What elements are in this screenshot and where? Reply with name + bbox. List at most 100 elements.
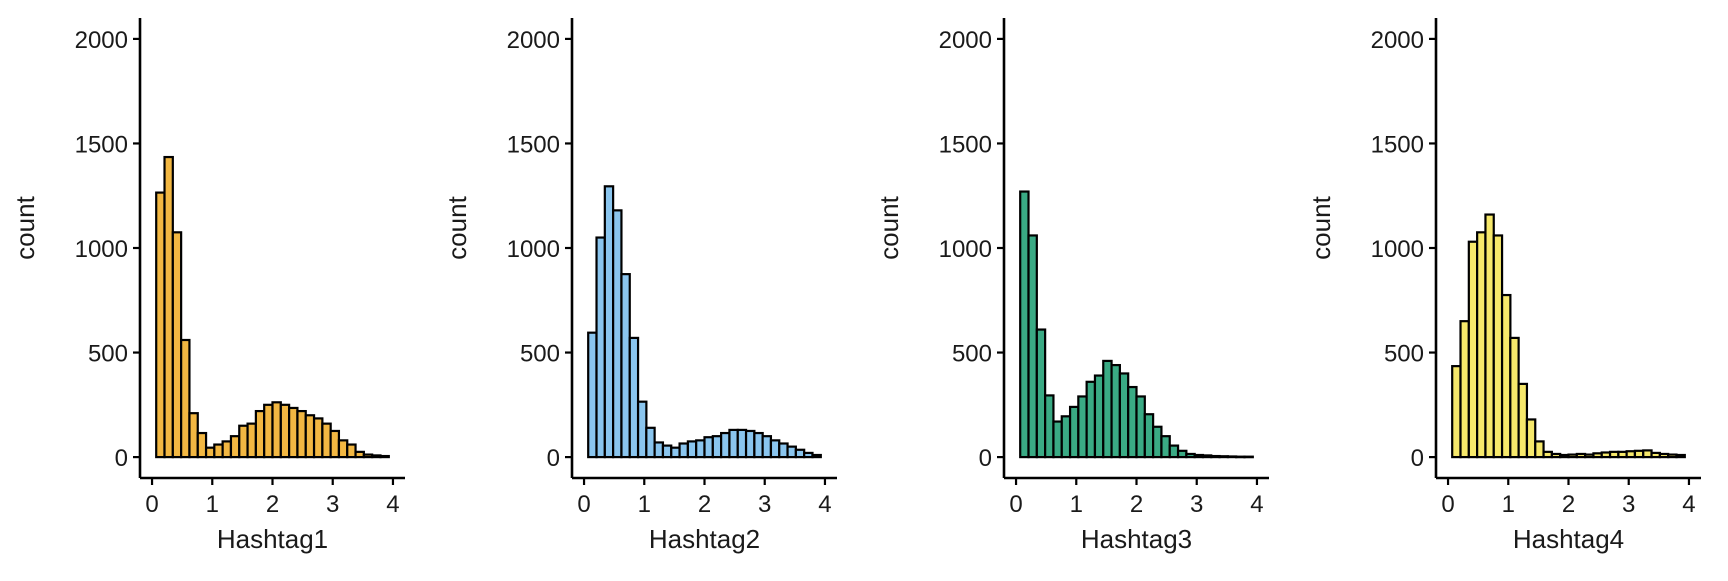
histogram-bar bbox=[346, 443, 357, 459]
histogram-bar bbox=[612, 209, 623, 459]
histogram-bar bbox=[794, 448, 806, 459]
histogram-bar bbox=[1550, 452, 1562, 459]
histogram-bar bbox=[221, 440, 233, 459]
y-tick-label: 1000 bbox=[1371, 236, 1424, 263]
x-tick-label: 1 bbox=[1502, 491, 1515, 518]
histogram-bar bbox=[1600, 451, 1612, 459]
histogram-bar bbox=[1176, 449, 1188, 459]
histogram-bar bbox=[1476, 231, 1487, 459]
histogram-bar bbox=[620, 273, 631, 459]
x-tick-label: 4 bbox=[1250, 491, 1263, 518]
histogram-bar bbox=[728, 428, 739, 459]
histogram-bar bbox=[229, 435, 241, 459]
histogram-bar bbox=[163, 155, 174, 459]
histogram-bar bbox=[1467, 240, 1479, 459]
histogram-bar bbox=[1492, 234, 1504, 459]
histogram-bar bbox=[1642, 449, 1653, 459]
histogram-bar bbox=[678, 442, 689, 459]
histogram-bar bbox=[811, 453, 822, 459]
histogram-bar bbox=[1052, 420, 1063, 459]
histogram-bar bbox=[1077, 395, 1088, 459]
histogram-bar bbox=[1085, 380, 1097, 459]
histogram-bar bbox=[628, 336, 640, 459]
histogram-bar bbox=[171, 231, 183, 459]
histogram-bar bbox=[653, 441, 665, 459]
histogram-bar bbox=[686, 440, 698, 459]
histogram-bar bbox=[1592, 452, 1603, 459]
x-tick-label: 4 bbox=[818, 491, 831, 518]
histogram-bar bbox=[379, 454, 390, 459]
histogram-bar bbox=[1534, 440, 1545, 459]
histogram-bar bbox=[1110, 363, 1121, 459]
panel-1: 0 500 1000 1500 2000 0 1 2 3 4 Hashtag1 count bbox=[10, 18, 405, 554]
y-tick-label: 1500 bbox=[75, 131, 128, 158]
histogram-bar bbox=[1143, 413, 1155, 459]
y-tick-label: 1000 bbox=[75, 236, 128, 263]
histogram-bar bbox=[803, 451, 814, 459]
histogram-bar bbox=[238, 424, 249, 459]
histogram-bar bbox=[196, 431, 208, 459]
histogram-bar bbox=[304, 414, 316, 459]
histogram-bar bbox=[1068, 405, 1080, 459]
y-tick-label: 1000 bbox=[507, 236, 560, 263]
x-tick-label: 2 bbox=[266, 491, 279, 518]
histogram-bar bbox=[337, 439, 349, 459]
histogram-bar bbox=[1500, 293, 1512, 459]
panel-3: 0 500 1000 1500 2000 0 1 2 3 4 Hashtag3 count bbox=[874, 18, 1269, 554]
histogram-bar bbox=[1658, 452, 1670, 459]
x-tick-label: 0 bbox=[1441, 491, 1454, 518]
histogram-bar bbox=[1160, 435, 1171, 459]
x-axis-title: Hashtag2 bbox=[649, 524, 760, 554]
histogram-bar bbox=[279, 403, 291, 459]
y-tick-label: 500 bbox=[520, 341, 560, 368]
histogram-bar bbox=[1650, 451, 1661, 459]
histogram-bar bbox=[271, 401, 282, 459]
histogram-bar bbox=[371, 454, 382, 459]
histogram-bar bbox=[1567, 453, 1578, 459]
histogram-bar bbox=[1218, 455, 1229, 459]
y-axis-title: count bbox=[442, 195, 472, 259]
y-axis-title: count bbox=[10, 195, 40, 259]
histogram-bar bbox=[213, 443, 224, 459]
y-tick-label: 0 bbox=[115, 445, 128, 472]
x-tick-label: 2 bbox=[1130, 491, 1143, 518]
x-tick-label: 3 bbox=[326, 491, 339, 518]
histogram-bar bbox=[1451, 365, 1462, 459]
x-tick-label: 0 bbox=[577, 491, 590, 518]
y-tick-label: 0 bbox=[1411, 445, 1424, 472]
x-tick-label: 4 bbox=[1682, 491, 1695, 518]
y-tick-label: 0 bbox=[979, 445, 992, 472]
histogram-bar bbox=[1185, 452, 1196, 459]
x-tick-label: 4 bbox=[386, 491, 399, 518]
histogram-bar bbox=[711, 435, 723, 459]
histogram-bar bbox=[321, 422, 332, 459]
histogram-bar bbox=[695, 439, 706, 459]
histogram-bar bbox=[1226, 455, 1238, 459]
histogram-bar bbox=[1667, 453, 1678, 459]
x-tick-label: 0 bbox=[145, 491, 158, 518]
histogram-bar bbox=[670, 446, 681, 459]
y-tick-label: 500 bbox=[1384, 341, 1424, 368]
x-tick-label: 2 bbox=[1562, 491, 1575, 518]
x-axis-title: Hashtag1 bbox=[217, 524, 328, 554]
histogram-bar bbox=[1019, 190, 1030, 459]
histogram-bar bbox=[263, 403, 274, 459]
y-tick-label: 1500 bbox=[1371, 131, 1424, 158]
histogram-bar bbox=[1625, 450, 1637, 459]
histogram-bar bbox=[1517, 382, 1529, 459]
histogram-bar bbox=[595, 236, 606, 459]
histogram-bar bbox=[778, 442, 789, 459]
y-tick-label: 2000 bbox=[507, 27, 560, 54]
histogram-bar bbox=[354, 450, 365, 459]
histogram-bar bbox=[603, 185, 615, 459]
histogram-bar bbox=[1633, 449, 1645, 459]
y-tick-label: 2000 bbox=[939, 27, 992, 54]
histogram-bar bbox=[1060, 415, 1072, 459]
histogram-bar bbox=[1027, 234, 1038, 459]
histogram-bar bbox=[1617, 450, 1628, 459]
histogram-bar bbox=[1127, 385, 1138, 459]
histogram-bar bbox=[362, 453, 374, 459]
histogram-bar bbox=[1102, 359, 1113, 459]
histogram-bar bbox=[1509, 336, 1520, 459]
